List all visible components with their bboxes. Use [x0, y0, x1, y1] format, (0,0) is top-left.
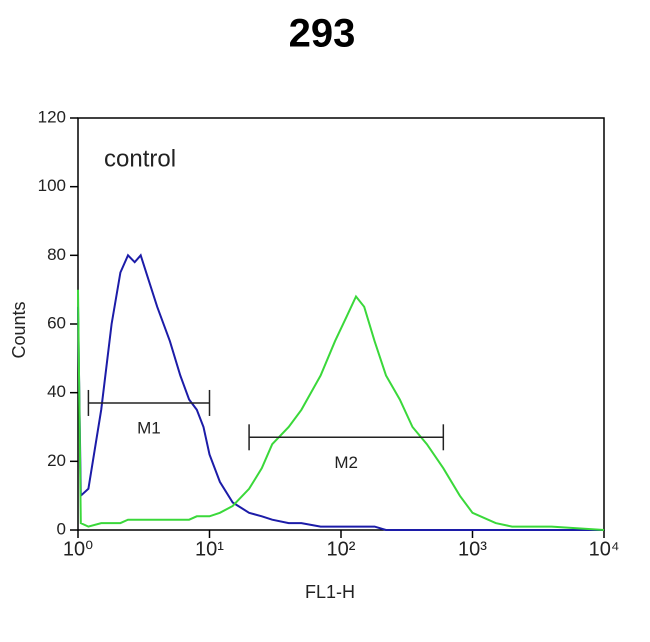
x-tick-label: 10² [327, 538, 356, 560]
y-tick-label: 40 [47, 382, 66, 401]
y-tick-label: 100 [38, 176, 66, 195]
x-tick-label: 10⁴ [589, 538, 620, 560]
y-tick-label: 120 [38, 107, 66, 126]
annotation: control [104, 145, 176, 172]
y-tick-label: 20 [47, 451, 66, 470]
y-tick-label: 60 [47, 313, 66, 332]
x-tick-label: 10⁰ [63, 538, 93, 560]
y-axis-label: Counts [9, 301, 29, 358]
gate-label: M2 [334, 453, 358, 472]
gate-label: M1 [137, 418, 161, 437]
x-tick-label: 10³ [458, 538, 487, 560]
histogram-line [77, 253, 604, 531]
histogram-line [77, 289, 605, 531]
x-axis-label: FL1-H [305, 582, 355, 602]
y-tick-label: 80 [47, 245, 66, 264]
y-tick-label: 0 [57, 519, 66, 538]
chart-title: 293 [289, 12, 356, 56]
x-tick-label: 10¹ [195, 538, 224, 560]
